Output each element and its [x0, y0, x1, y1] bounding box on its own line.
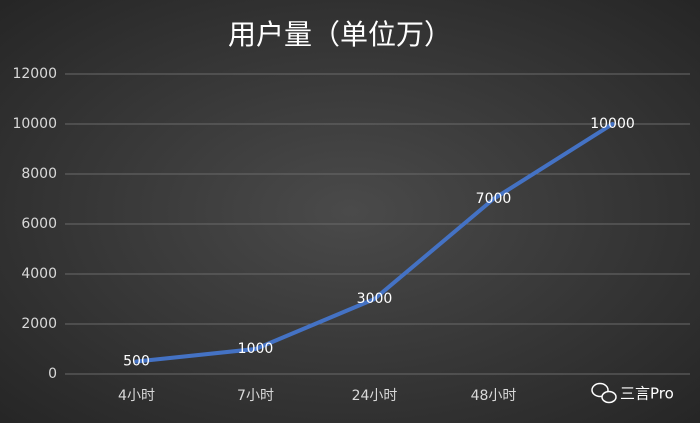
- y-tick-label: 10000: [12, 116, 57, 132]
- y-tick-label: 6000: [21, 216, 57, 232]
- y-tick-label: 0: [48, 366, 57, 382]
- data-label: 10000: [590, 116, 635, 132]
- x-tick-label: 7小时: [237, 388, 274, 404]
- data-label: 3000: [357, 291, 393, 307]
- data-label: 1000: [238, 341, 274, 357]
- watermark: 三言Pro: [620, 385, 674, 403]
- y-tick-label: 4000: [21, 266, 57, 282]
- x-tick-label: 24小时: [352, 388, 398, 404]
- y-tick-label: 12000: [12, 66, 57, 82]
- y-tick-label: 2000: [21, 316, 57, 332]
- y-tick-label: 8000: [21, 166, 57, 182]
- line: [134, 122, 615, 364]
- x-tick-label: 48小时: [471, 388, 517, 404]
- x-tick-label: 4小时: [118, 388, 155, 404]
- watermark-icon: [591, 382, 617, 404]
- chart-title: 用户量（单位万）: [228, 18, 452, 51]
- data-label: 7000: [476, 191, 512, 207]
- data-label: 500: [123, 354, 150, 370]
